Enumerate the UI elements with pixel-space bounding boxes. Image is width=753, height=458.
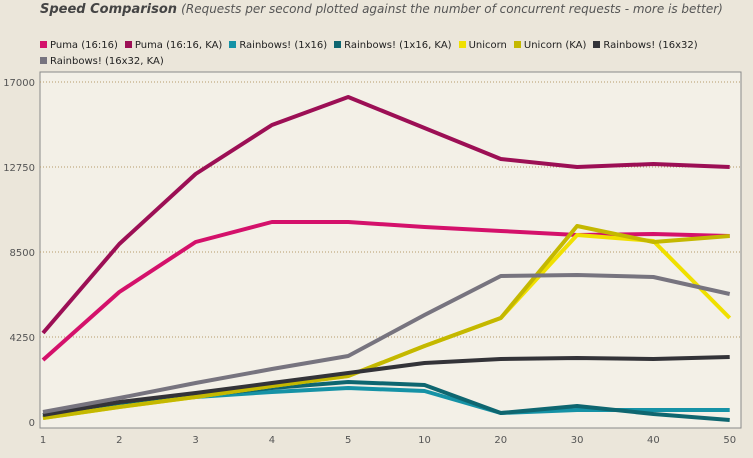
legend-swatch — [124, 41, 132, 48]
series-line-5 — [42, 224, 730, 420]
legend-label: Rainbows! (1x16, KA) — [344, 40, 452, 51]
series-line-6 — [42, 355, 730, 417]
subtitle-text: (Requests per second plotted against the… — [181, 2, 723, 16]
x-tick-label: 1 — [40, 435, 46, 446]
legend-swatch — [593, 41, 601, 48]
legend-label: Rainbows! (16x32) — [603, 40, 698, 51]
x-tick-label: 5 — [345, 435, 351, 446]
legend-swatch — [458, 41, 466, 48]
legend-label: Rainbows! (1x16) — [239, 40, 328, 51]
y-tick-label: 17000 — [3, 78, 35, 89]
legend-label: Puma (16:16) — [50, 40, 118, 51]
legend-swatch — [40, 41, 47, 48]
y-tick-label: 8500 — [10, 248, 35, 259]
x-tick-label: 4 — [269, 435, 275, 446]
legend-item[interactable]: Rainbows! (16x32) — [593, 38, 698, 54]
legend-label: Puma (16:16, KA) — [134, 40, 223, 51]
x-tick-label: 50 — [723, 435, 736, 446]
x-tick-label: 3 — [192, 435, 198, 446]
x-tick-label: 40 — [647, 435, 660, 446]
legend: Puma (16:16) Puma (16:16, KA) Rainbows! (1… — [40, 38, 740, 70]
legend-label: Rainbows! (16x32, KA) — [50, 56, 164, 67]
legend-item[interactable]: Puma (16:16) — [40, 38, 118, 54]
x-tick-label: 10 — [418, 435, 431, 446]
legend-item[interactable]: Unicorn (KA) — [513, 38, 587, 54]
legend-item[interactable]: Puma (16:16, KA) — [124, 38, 223, 54]
legend-swatch — [40, 57, 47, 64]
y-tick-label: 4250 — [10, 333, 35, 344]
legend-label: Unicorn (KA) — [523, 40, 587, 51]
title-text: Speed Comparison — [40, 2, 178, 17]
legend-swatch — [334, 41, 342, 48]
y-tick-label: 0 — [29, 418, 35, 429]
legend-item[interactable]: Rainbows! (16x32, KA) — [40, 54, 164, 70]
legend-swatch — [229, 41, 237, 48]
legend-item[interactable]: Rainbows! (1x16, KA) — [334, 38, 452, 54]
x-tick-label: 30 — [571, 435, 584, 446]
x-tick-label: 2 — [116, 435, 122, 446]
legend-label: Unicorn — [468, 40, 507, 51]
plot-area — [39, 71, 742, 429]
series-line-1 — [41, 95, 730, 335]
y-tick-label: 12750 — [3, 163, 35, 174]
series-line-7 — [42, 273, 731, 414]
x-tick-label: 20 — [494, 435, 507, 446]
legend-swatch — [513, 41, 521, 48]
legend-item[interactable]: Unicorn — [458, 38, 507, 54]
chart-title: Speed Comparison (Requests per second pl… — [40, 2, 723, 17]
legend-item[interactable]: Rainbows! (1x16) — [229, 38, 327, 54]
